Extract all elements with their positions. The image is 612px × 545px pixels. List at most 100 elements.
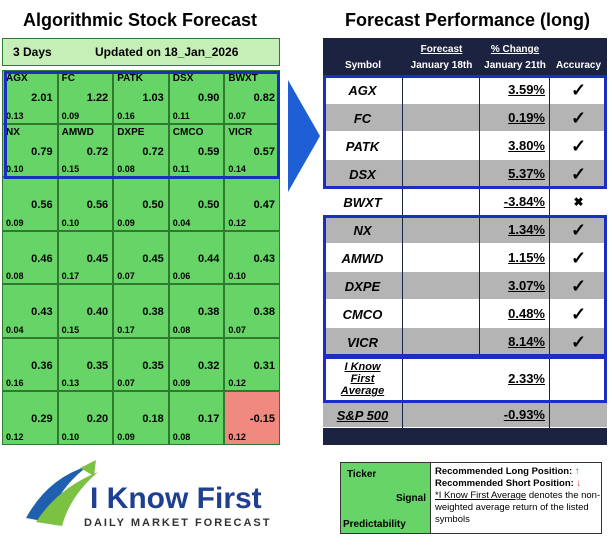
row-change: -0.93% — [480, 402, 550, 428]
cell-symbol: AMWD — [61, 126, 94, 138]
grid-cell: 0.31 0.12 — [224, 337, 280, 392]
cell-signal: 0.40 — [86, 306, 109, 319]
grid-cell: AMWD 0.72 0.15 — [57, 123, 114, 178]
table-row: AMWD 1.15% ✓ — [323, 244, 607, 272]
row-accuracy: ✓ — [570, 332, 587, 352]
cell-signal: 0.45 — [142, 252, 164, 265]
row-change: 3.80% — [480, 132, 550, 160]
grid-cell: 0.35 0.13 — [57, 337, 114, 392]
cell-predictability: 0.10 — [61, 217, 80, 228]
cell-signal: 2.01 — [31, 92, 53, 104]
header-change: % Change — [490, 44, 540, 55]
cell-signal: 0.35 — [86, 359, 109, 372]
cell-predictability: 0.12 — [228, 431, 246, 442]
rows: AGX 3.59% ✓ FC 0.19% ✓ PATK 3.80% ✓ DSX 5.37% ✓ BWXT… — [323, 76, 607, 428]
row-accuracy: ✓ — [570, 304, 587, 324]
cell-predictability: 0.10 — [6, 164, 24, 175]
cell-signal: 0.56 — [31, 199, 53, 212]
header-forecast: Forecast — [420, 44, 463, 55]
left-title: Algorithmic Stock Forecast — [22, 10, 258, 30]
cell-signal: -0.15 — [249, 413, 275, 426]
grid-cell: 0.56 0.10 — [57, 177, 114, 231]
long-icon — [403, 160, 480, 188]
grid-cell: 0.38 0.17 — [113, 284, 169, 338]
row-accuracy: ✖ — [573, 195, 584, 209]
grid-cell: CMCO 0.59 0.11 — [168, 123, 225, 178]
cell-predictability: 0.09 — [172, 378, 191, 389]
cell-predictability: 0.09 — [6, 217, 24, 228]
signal-grid: AGX 2.01 0.13 FC 1.22 0.09 PATK 1.03 0.16 DSX 0.90… — [2, 70, 280, 445]
table-row: FC 0.19% ✓ — [323, 104, 607, 132]
cell-predictability: 0.04 — [172, 217, 191, 228]
cell-predictability: 0.04 — [6, 324, 24, 335]
cell-signal: 0.43 — [31, 306, 53, 319]
row-change: -3.84% — [480, 188, 550, 216]
cell-signal: 0.79 — [31, 145, 53, 158]
row-symbol: BWXT — [323, 188, 403, 216]
row-change: 1.34% — [480, 216, 550, 244]
cell-signal: 0.38 — [253, 306, 275, 319]
cell-signal: 0.43 — [253, 252, 275, 265]
cell-predictability: 0.07 — [117, 378, 135, 389]
legend-ticker: Ticker — [347, 469, 377, 480]
logo-name: I Know First — [90, 482, 262, 515]
cell-predictability: 0.11 — [172, 164, 190, 175]
header-forecast-date: January 18th — [410, 60, 473, 71]
cell-symbol: FC — [61, 73, 75, 84]
grid-cell: 0.18 0.09 — [113, 391, 169, 445]
grid-cell: 0.40 0.15 — [57, 284, 114, 338]
grid-cell: DSX 0.90 0.11 — [168, 70, 225, 124]
cell-signal: 0.50 — [142, 199, 164, 212]
grid-cell: 0.29 0.12 — [2, 391, 58, 445]
grid-cell: 0.35 0.07 — [113, 337, 169, 392]
table-row: S&P 500 -0.93% — [323, 402, 607, 428]
cell-signal: 0.18 — [142, 413, 164, 426]
cell-predictability: 0.11 — [172, 110, 190, 121]
row-accuracy: ✓ — [570, 248, 587, 268]
top-outline — [4, 71, 280, 179]
grid-cell: 0.32 0.09 — [168, 337, 225, 392]
cell-predictability: 0.07 — [228, 110, 246, 121]
long-icon — [403, 244, 480, 272]
cell-signal: 0.35 — [142, 359, 164, 372]
legend: Ticker Signal Predictability Recommended… — [340, 462, 602, 534]
row-accuracy: ✓ — [570, 80, 587, 100]
cell-signal: 0.47 — [253, 199, 275, 212]
table-row: I Know First Average 2.33% — [323, 356, 607, 402]
grid-cell: 0.38 0.07 — [224, 284, 280, 338]
row-accuracy: ✓ — [570, 136, 587, 156]
cell-predictability: 0.08 — [6, 271, 24, 282]
row-change: 0.48% — [480, 300, 550, 328]
cell-symbol: DSX — [172, 73, 194, 84]
long-icon — [403, 132, 480, 160]
cell-signal: 0.50 — [197, 199, 220, 212]
logo: I Know First DAILY MARKET FORECAST — [26, 460, 269, 529]
cell-predictability: 0.09 — [117, 431, 135, 442]
cell-signal: 0.82 — [253, 92, 275, 104]
cell-predictability: 0.17 — [61, 271, 80, 282]
cell-predictability: 0.08 — [172, 324, 191, 335]
table-row: DXPE 3.07% ✓ — [323, 272, 607, 300]
row-accuracy: ✓ — [570, 164, 587, 184]
cell-predictability: 0.06 — [172, 271, 191, 282]
cell-symbol: AGX — [6, 73, 28, 84]
row-change: 0.19% — [480, 104, 550, 132]
long-icon — [403, 328, 480, 356]
cell-signal: 0.32 — [197, 359, 220, 372]
cell-signal: 0.72 — [86, 145, 109, 158]
row-accuracy: ✓ — [570, 276, 587, 296]
row-symbol: DSX — [323, 160, 403, 188]
grid-cell: 0.17 0.08 — [168, 391, 225, 445]
updated: Updated on 18_Jan_2026 — [95, 45, 239, 59]
right-table: Symbol Forecast January 18th % Change Ja… — [323, 38, 607, 445]
grid-cell: VICR 0.57 0.14 — [224, 123, 280, 178]
row-symbol: VICR — [323, 328, 403, 356]
long-icon — [403, 300, 480, 328]
grid-cell: -0.15 0.12 — [224, 391, 280, 445]
average-outline — [323, 356, 607, 403]
cell-predictability: 0.12 — [6, 431, 24, 442]
cell-signal: 0.29 — [31, 413, 53, 426]
grid-cell: 0.46 0.08 — [2, 230, 58, 285]
grid-cell: 0.44 0.06 — [168, 230, 225, 285]
